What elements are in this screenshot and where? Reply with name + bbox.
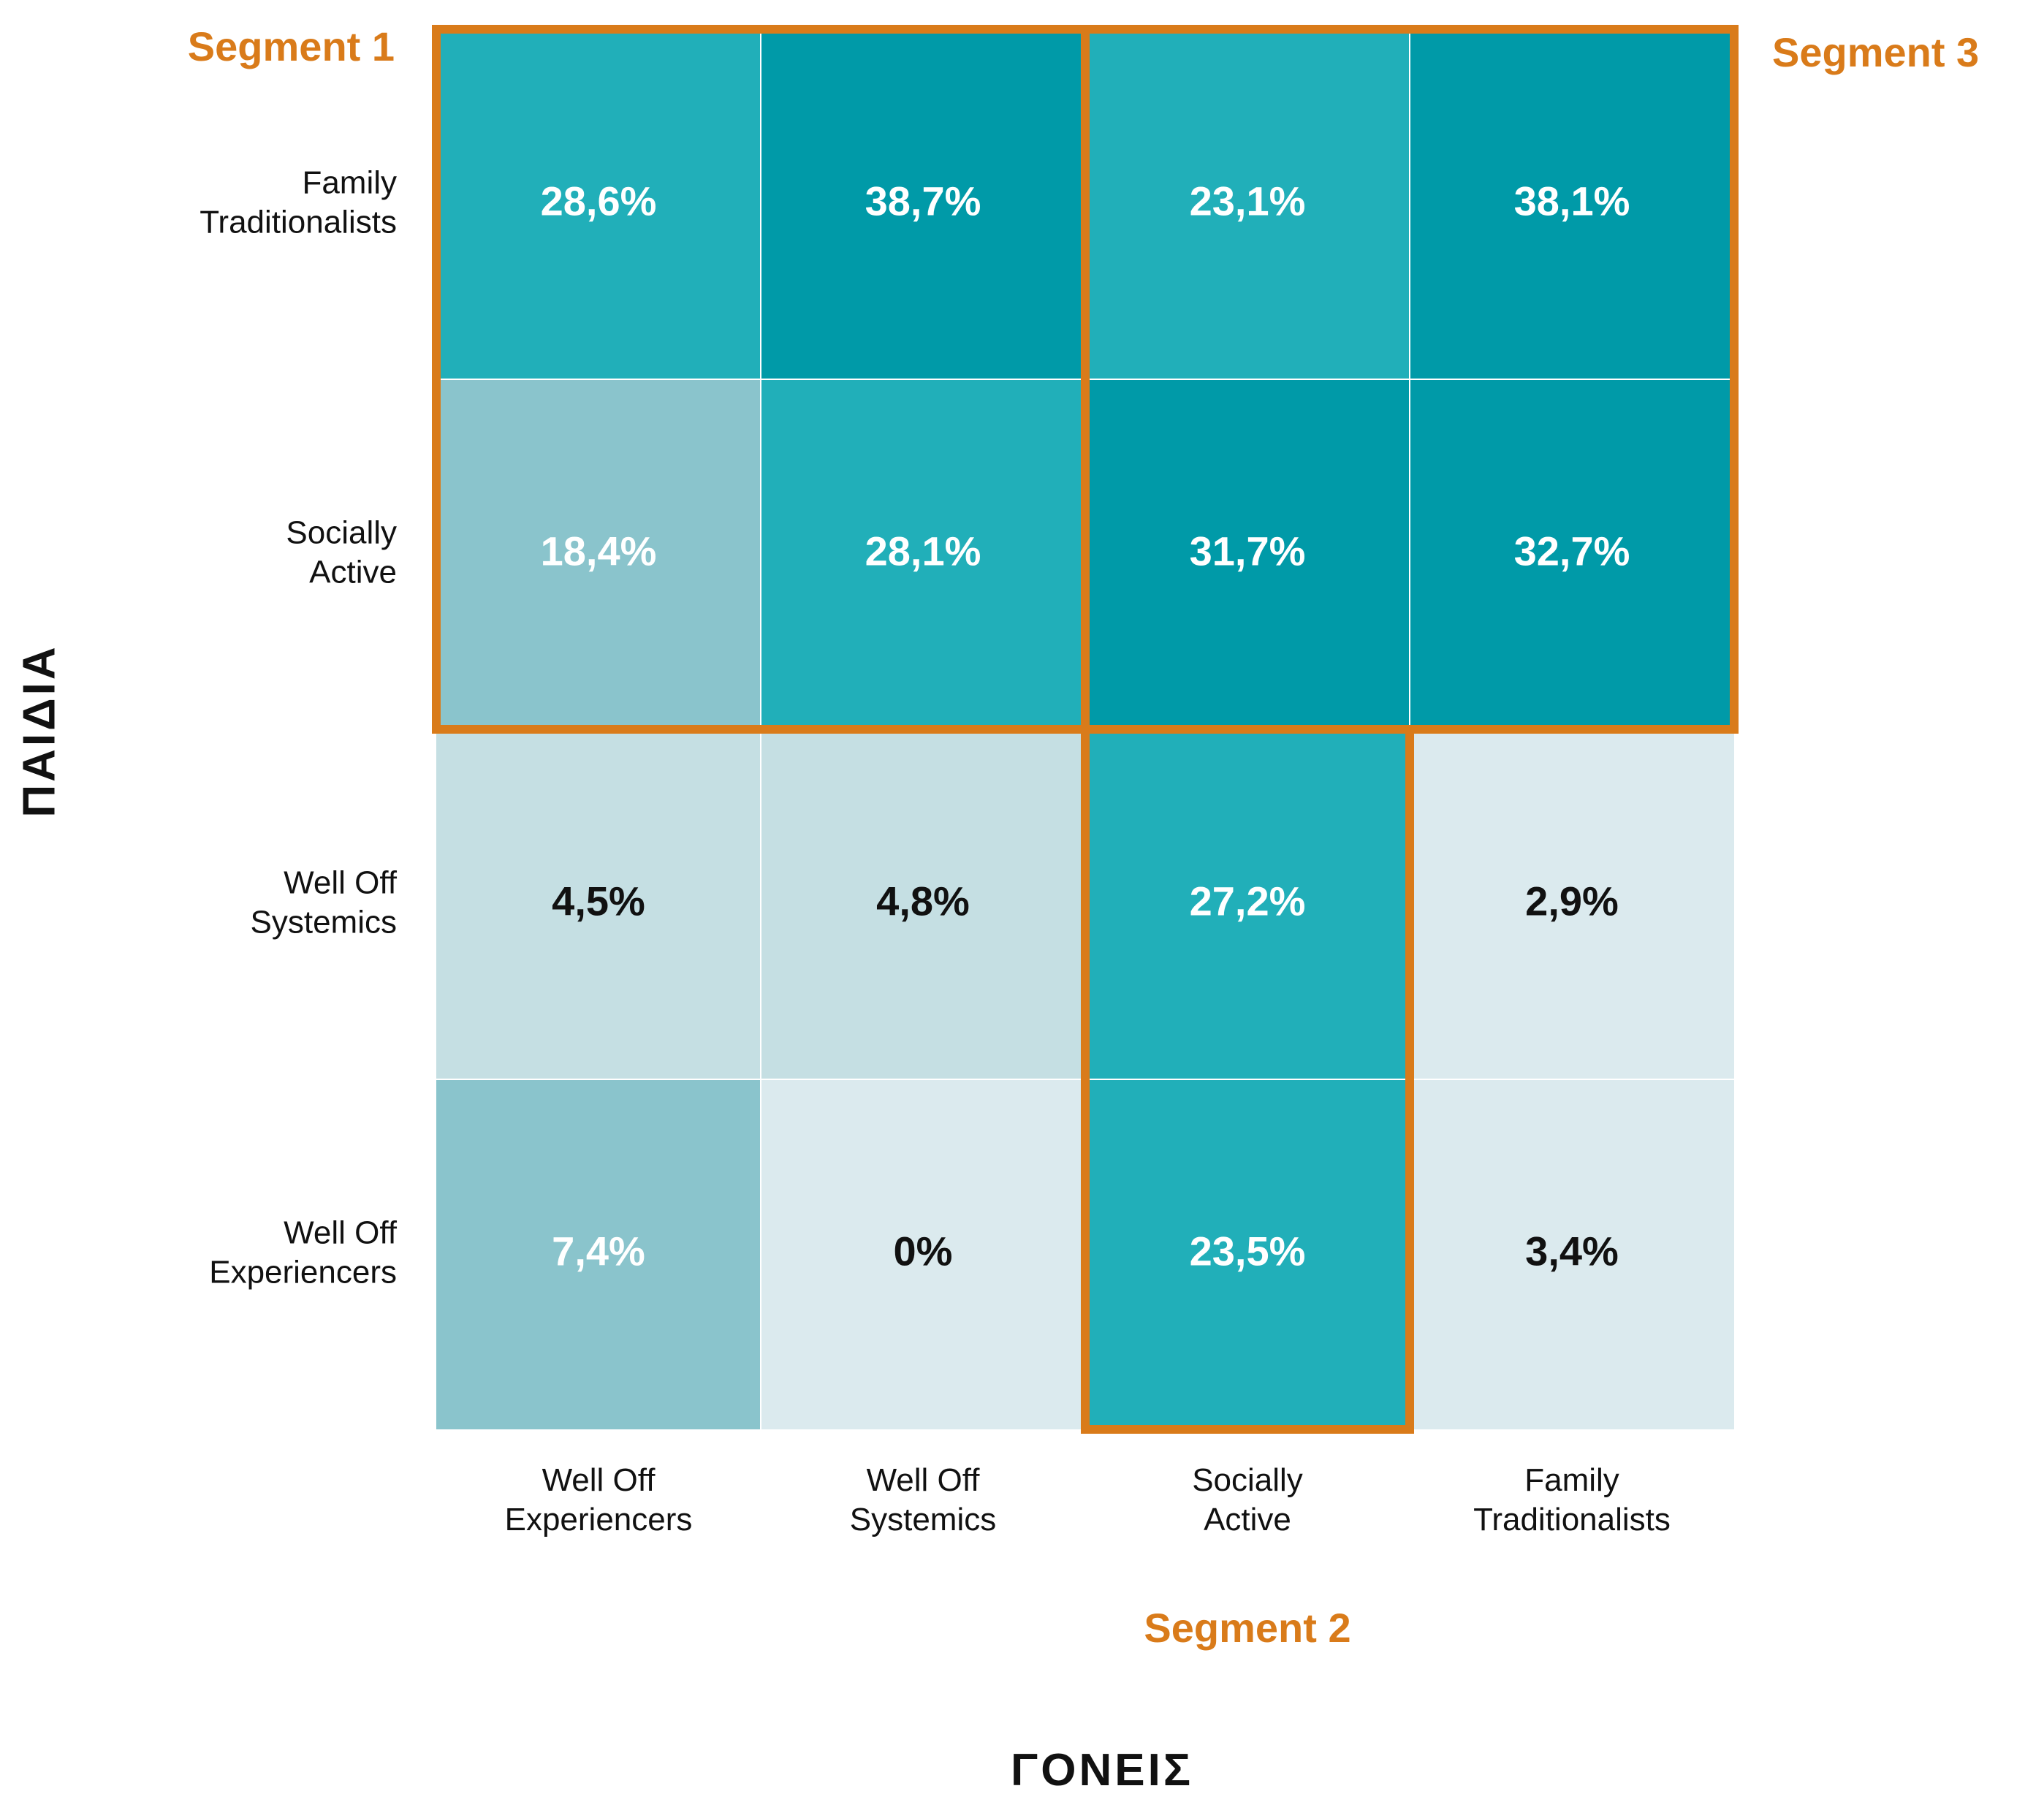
cell-value-label: 31,7% — [1190, 528, 1306, 574]
heatmap-cell — [436, 1079, 761, 1429]
cell-value-label: 38,1% — [1514, 178, 1630, 224]
row-label: Socially Active — [286, 514, 397, 590]
y-axis-label: ΠΑΙΔΙΑ — [14, 644, 64, 817]
heatmap-cell — [1410, 379, 1734, 729]
heatmap-cell — [436, 29, 761, 379]
x-axis-label: ΓΟΝΕΙΣ — [1011, 1745, 1193, 1795]
value-labels: 28,6% 38,7% 23,1% 38,1% 18,4% 28,1% 31,7% 32,7%… — [541, 178, 1630, 1274]
segment-labels: Segment 1 Segment 2 Segment 3 — [188, 23, 1979, 1651]
row-label: Well Off Experiencers — [209, 1215, 398, 1290]
heatmap-cell — [761, 1079, 1085, 1429]
cell-value-label: 4,5% — [552, 878, 645, 924]
cell-value-label: 27,2% — [1190, 878, 1306, 924]
cell-value-label: 2,9% — [1525, 878, 1619, 924]
heatmap-cell — [1410, 729, 1734, 1079]
heatmap-cell — [1085, 729, 1410, 1079]
row-label: Family Traditionalists — [200, 164, 397, 240]
heatmap-cell — [436, 729, 761, 1079]
cell-value-label: 23,5% — [1190, 1228, 1306, 1274]
heatmap-cell — [1085, 29, 1410, 379]
heatmap-cell — [1085, 379, 1410, 729]
cell-value-label: 32,7% — [1514, 528, 1630, 574]
heatmap-cell — [761, 379, 1085, 729]
heatmap-cells — [436, 29, 1734, 1429]
heatmap-cell — [1410, 1079, 1734, 1429]
cell-value-label: 7,4% — [552, 1228, 645, 1274]
column-labels: Well Off Experiencers Well Off Systemics Soc… — [505, 1462, 1671, 1538]
heatmap-cell — [436, 379, 761, 729]
segment-label: Segment 1 — [188, 23, 395, 69]
column-label: Family Traditionalists — [1473, 1462, 1671, 1538]
heatmap-cell — [761, 729, 1085, 1079]
cell-value-label: 18,4% — [541, 528, 657, 574]
heatmap-cell — [1410, 29, 1734, 379]
row-labels: Family Traditionalists Socially Active Well … — [200, 164, 398, 1290]
heatmap-cell — [1085, 1079, 1410, 1429]
column-label: Socially Active — [1192, 1462, 1303, 1538]
cell-value-label: 4,8% — [876, 878, 970, 924]
segment-outline — [1081, 25, 1739, 734]
cell-value-label: 3,4% — [1525, 1228, 1619, 1274]
cell-value-label: 23,1% — [1190, 178, 1306, 224]
row-label: Well Off Systemics — [251, 864, 398, 940]
cell-value-label: 0% — [894, 1228, 953, 1274]
segment-label: Segment 2 — [1144, 1605, 1350, 1651]
column-label: Well Off Systemics — [850, 1462, 996, 1538]
segment-outlines — [432, 25, 1739, 1434]
heatmap-cell — [761, 29, 1085, 379]
column-label: Well Off Experiencers — [505, 1462, 693, 1538]
cell-value-label: 28,1% — [865, 528, 981, 574]
cell-value-label: 28,6% — [541, 178, 657, 224]
cell-value-label: 38,7% — [865, 178, 981, 224]
segment-label: Segment 3 — [1772, 29, 1979, 75]
